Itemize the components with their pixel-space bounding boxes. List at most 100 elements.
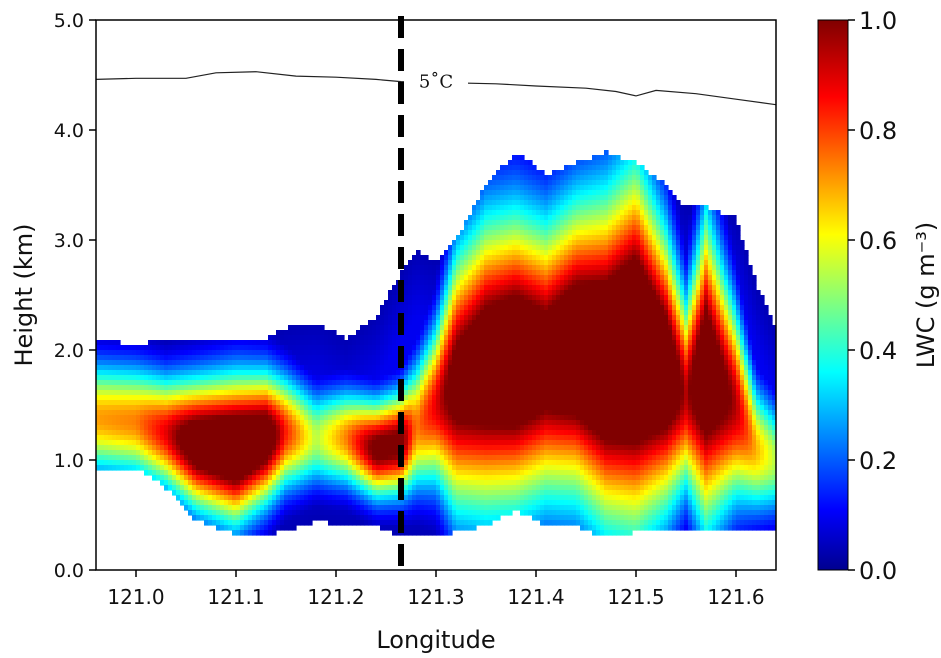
heatmap-cell bbox=[232, 415, 237, 421]
heatmap-cell bbox=[468, 430, 473, 436]
heatmap-cell bbox=[460, 275, 465, 281]
heatmap-cell bbox=[480, 440, 485, 446]
heatmap-cell bbox=[516, 165, 521, 171]
heatmap-cell bbox=[284, 515, 289, 521]
heatmap-cell bbox=[476, 305, 481, 311]
heatmap-cell bbox=[96, 425, 101, 431]
heatmap-cell bbox=[372, 440, 377, 446]
heatmap-cell bbox=[432, 455, 437, 461]
heatmap-cell bbox=[380, 430, 385, 436]
heatmap-cell bbox=[104, 410, 109, 416]
heatmap-cell bbox=[196, 440, 201, 446]
heatmap-cell bbox=[292, 515, 297, 521]
heatmap-cell bbox=[520, 220, 525, 226]
heatmap-cell bbox=[336, 385, 341, 391]
heatmap-cell bbox=[184, 445, 189, 451]
heatmap-cell bbox=[424, 490, 429, 496]
heatmap-cell bbox=[160, 395, 165, 401]
heatmap-cell bbox=[452, 480, 457, 486]
heatmap-cell bbox=[464, 250, 469, 256]
heatmap-cell bbox=[164, 370, 169, 376]
heatmap-cell bbox=[512, 295, 517, 301]
heatmap-cell bbox=[380, 445, 385, 451]
heatmap-cell bbox=[460, 475, 465, 481]
heatmap-cell bbox=[208, 365, 213, 371]
heatmap-cell bbox=[104, 375, 109, 381]
heatmap-cell bbox=[196, 455, 201, 461]
heatmap-cell bbox=[164, 355, 169, 361]
heatmap-cell bbox=[204, 455, 209, 461]
heatmap-cell bbox=[484, 265, 489, 271]
heatmap-cell bbox=[292, 330, 297, 336]
heatmap-cell bbox=[404, 330, 409, 336]
heatmap-cell bbox=[524, 225, 529, 231]
heatmap-cell bbox=[428, 450, 433, 456]
heatmap-cell bbox=[348, 440, 353, 446]
heatmap-cell bbox=[528, 285, 533, 291]
heatmap-cell bbox=[512, 405, 517, 411]
heatmap-cell bbox=[432, 525, 437, 531]
heatmap-cell bbox=[340, 355, 345, 361]
heatmap-cell bbox=[488, 255, 493, 261]
heatmap-cell bbox=[356, 340, 361, 346]
heatmap-cell bbox=[436, 320, 441, 326]
heatmap-cell bbox=[512, 355, 517, 361]
heatmap-cell bbox=[368, 475, 373, 481]
heatmap-cell bbox=[536, 220, 541, 226]
heatmap-cell bbox=[532, 370, 537, 376]
heatmap-cell bbox=[272, 420, 277, 426]
heatmap-cell bbox=[536, 330, 541, 336]
heatmap-cell bbox=[520, 195, 525, 201]
heatmap-cell bbox=[244, 340, 249, 346]
heatmap-cell bbox=[504, 310, 509, 316]
heatmap-cell bbox=[524, 410, 529, 416]
heatmap-cell bbox=[488, 195, 493, 201]
heatmap-cell bbox=[304, 405, 309, 411]
heatmap-cell bbox=[524, 390, 529, 396]
heatmap-cell bbox=[432, 505, 437, 511]
heatmap-cell bbox=[504, 320, 509, 326]
heatmap-cell bbox=[120, 440, 125, 446]
heatmap-cell bbox=[332, 400, 337, 406]
heatmap-cell bbox=[484, 385, 489, 391]
heatmap-cell bbox=[408, 495, 413, 501]
heatmap-cell bbox=[172, 365, 177, 371]
heatmap-cell bbox=[320, 515, 325, 521]
heatmap-cell bbox=[500, 330, 505, 336]
heatmap-cell bbox=[412, 515, 417, 521]
heatmap-cell bbox=[472, 445, 477, 451]
heatmap-cell bbox=[508, 460, 513, 466]
heatmap-cell bbox=[360, 390, 365, 396]
heatmap-cell bbox=[168, 445, 173, 451]
heatmap-cell bbox=[432, 380, 437, 386]
heatmap-cell bbox=[496, 210, 501, 216]
heatmap-cell bbox=[188, 425, 193, 431]
heatmap-cell bbox=[268, 375, 273, 381]
heatmap-cell bbox=[512, 155, 517, 161]
heatmap-cell bbox=[468, 415, 473, 421]
heatmap-cell bbox=[420, 255, 425, 261]
heatmap-cell bbox=[272, 390, 277, 396]
heatmap-cell bbox=[248, 340, 253, 346]
heatmap-cell bbox=[440, 315, 445, 321]
heatmap-cell bbox=[324, 360, 329, 366]
heatmap-cell bbox=[116, 340, 121, 346]
heatmap-cell bbox=[508, 495, 513, 501]
heatmap-cell bbox=[164, 450, 169, 456]
heatmap-cell bbox=[376, 330, 381, 336]
heatmap-cell bbox=[244, 370, 249, 376]
heatmap-cell bbox=[388, 495, 393, 501]
heatmap-cell bbox=[216, 410, 221, 416]
heatmap-cell bbox=[436, 375, 441, 381]
heatmap-cell bbox=[204, 385, 209, 391]
heatmap-cell bbox=[388, 520, 393, 526]
heatmap-cell bbox=[364, 425, 369, 431]
heatmap-cell bbox=[508, 400, 513, 406]
heatmap-cell bbox=[352, 460, 357, 466]
heatmap-cell bbox=[436, 525, 441, 531]
heatmap-cell bbox=[296, 435, 301, 441]
heatmap-cell bbox=[344, 470, 349, 476]
heatmap-cell bbox=[176, 355, 181, 361]
heatmap-cell bbox=[504, 505, 509, 511]
heatmap-cell bbox=[500, 360, 505, 366]
